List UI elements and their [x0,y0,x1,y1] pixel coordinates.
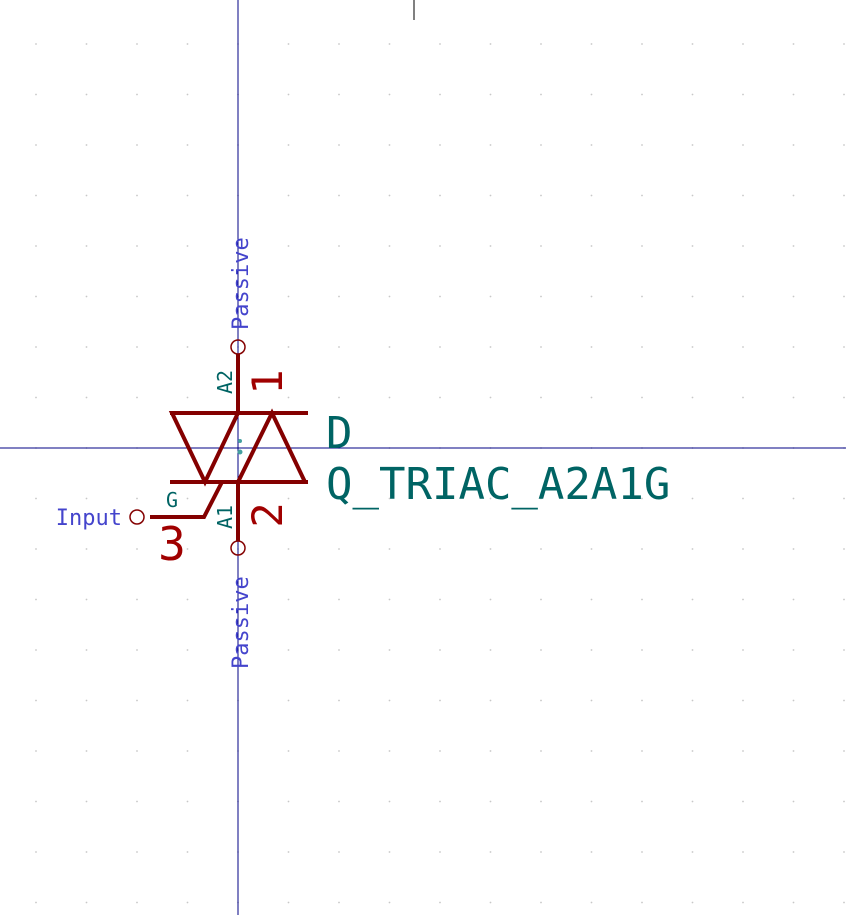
triangle-up [234,408,309,484]
pin-3-name: G [166,488,178,512]
pin-1-electrical-type: Passive [229,237,254,330]
pin-1-connection[interactable] [230,339,246,355]
gate-lead [150,481,224,519]
value-field[interactable]: Q_TRIAC_A2A1G [326,459,670,510]
pin-3-electrical-type: Input [56,506,122,531]
reference-field[interactable]: D [326,408,353,459]
pin-3-number: 3 [158,517,186,571]
pin-2-name: A1 [213,505,237,529]
anchor-marker-2 [238,439,242,443]
pin-2-number: 2 [243,502,292,527]
pin-1-number: 1 [243,369,292,394]
pin-2-electrical-type: Passive [229,576,254,669]
pin-3-connection[interactable] [129,509,145,525]
triangle-down [168,411,242,487]
pin-1-name: A2 [213,370,237,394]
pin-2-connection[interactable] [230,540,246,556]
anchor-marker [237,449,243,455]
